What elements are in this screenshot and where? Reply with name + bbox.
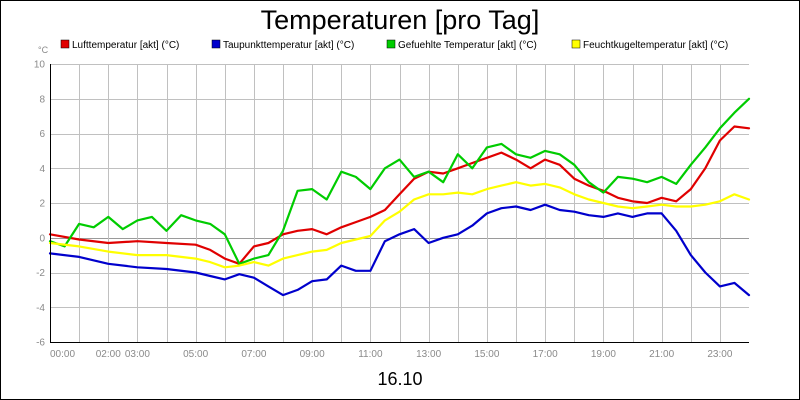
series-line-0 (48, 125, 751, 265)
legend-swatch-3 (571, 39, 581, 49)
y-tick-label: 0 (39, 233, 45, 244)
series-line-3 (48, 181, 751, 269)
x-tick-label: 00:00 (50, 349, 75, 360)
grid (50, 64, 749, 343)
y-tick-label: -2 (36, 268, 45, 279)
y-tick-label: 10 (34, 60, 46, 71)
x-tick-label: 23:00 (707, 349, 732, 360)
y-axis-unit: °C (38, 45, 49, 55)
series-line-2 (48, 97, 751, 265)
legend-swatch-0 (60, 39, 70, 49)
chart-title: Temperaturen [pro Tag] (261, 5, 540, 35)
x-tick-label: 02:00 (96, 349, 121, 360)
legend-swatch-1 (211, 39, 221, 49)
x-tick-label: 07:00 (241, 349, 266, 360)
y-tick-label: 2 (39, 199, 45, 210)
date-label: 16.10 (377, 369, 422, 389)
x-tick-label: 05:00 (183, 349, 208, 360)
x-tick-label: 11:00 (358, 349, 383, 360)
y-tick-label: 8 (39, 94, 45, 105)
y-tick-label: -6 (36, 338, 45, 349)
axes (50, 64, 749, 343)
x-tick-label: 15:00 (474, 349, 499, 360)
legend-label-0: Lufttemperatur [akt] (°C) (72, 40, 179, 51)
x-tick-label: 19:00 (591, 349, 616, 360)
legend-label-1: Taupunkttemperatur [akt] (°C) (223, 40, 354, 51)
x-tick-label: 21:00 (649, 349, 674, 360)
legend-label-2: Gefuehlte Temperatur [akt] (°C) (398, 40, 537, 51)
x-tick-label: 09:00 (300, 349, 325, 360)
legend-swatch-2 (386, 39, 396, 49)
y-tick-label: 6 (39, 129, 45, 140)
y-tick-label: -4 (36, 303, 45, 314)
x-tick-label: 17:00 (533, 349, 558, 360)
series-line-1 (48, 203, 751, 297)
y-tick-label: 4 (39, 164, 45, 175)
y-axis-ticks: -6 -4 -2 0 2 4 6 8 10 (34, 60, 46, 349)
x-tick-label: 13:00 (416, 349, 441, 360)
legend: Lufttemperatur [akt] (°C) Taupunkttempera… (60, 39, 728, 51)
legend-label-3: Feuchtkugeltemperatur [akt] (°C) (583, 40, 728, 51)
plot-series (48, 97, 751, 297)
x-tick-label: 03:00 (125, 349, 150, 360)
x-axis-ticks: 00:00 02:00 03:00 05:00 07:00 09:00 11:00 13:00… (50, 349, 733, 360)
